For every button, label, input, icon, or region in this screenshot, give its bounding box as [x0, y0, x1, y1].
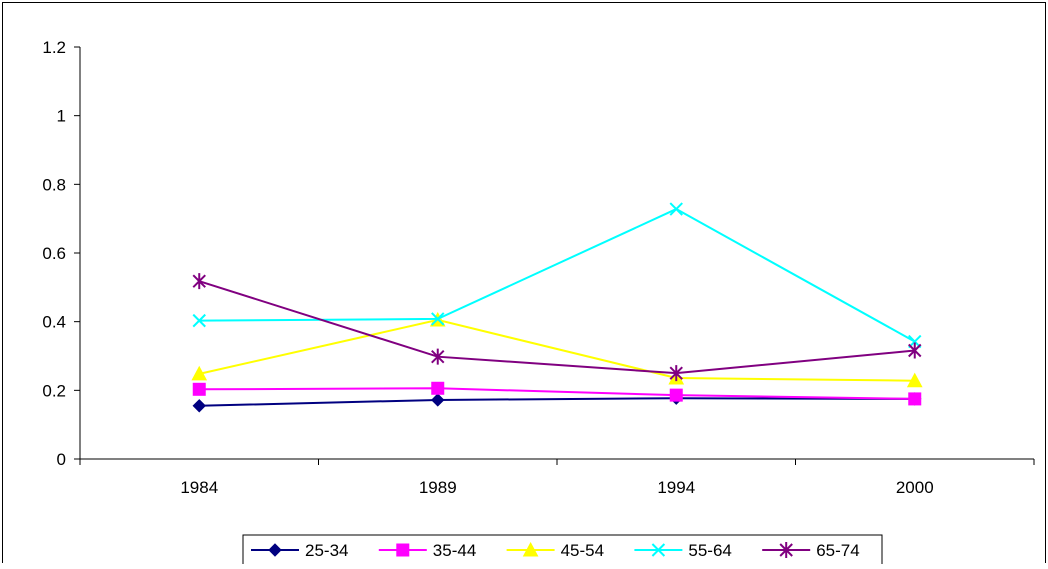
legend-label-65-74: 65-74	[816, 541, 859, 560]
data-point-65-74	[431, 348, 445, 365]
line-chart: 0 0.2 0.4 0.6 0.8 1 1.2 1984 1989 1994 2000 25-34 35…	[42, 38, 1035, 566]
legend-label-35-44: 35-44	[433, 541, 476, 560]
legend-item-35-44: 35-44	[378, 541, 476, 560]
series-65-74	[192, 273, 922, 382]
x-tick-label: 2000	[896, 478, 934, 497]
legend-marker-65-74	[779, 542, 793, 558]
data-point-65-74	[908, 342, 922, 359]
data-point-45-54	[191, 365, 208, 381]
data-point-65-74	[669, 365, 683, 382]
legend-marker-55-64	[651, 543, 666, 557]
data-point-25-34	[192, 399, 206, 413]
series-line-65-74	[198, 280, 915, 375]
series-line-45-54	[199, 318, 915, 382]
series-line-55-64	[199, 207, 916, 343]
x-tick-label: 1989	[419, 478, 457, 497]
series-55-64	[192, 202, 922, 349]
legend-marker-45-54	[522, 541, 539, 557]
data-point-35-44	[431, 381, 445, 395]
legend-marker-25-34	[268, 543, 282, 557]
legend-marker-35-44	[396, 543, 410, 557]
data-point-55-64	[669, 202, 683, 216]
series-line-25-34	[199, 397, 915, 407]
legend-item-55-64: 55-64	[634, 541, 732, 560]
legend-item-25-34: 25-34	[251, 541, 348, 560]
data-point-35-44	[908, 392, 922, 406]
y-tick-label: 1	[57, 107, 66, 126]
series-35-44	[192, 381, 922, 406]
series-line-35-44	[199, 387, 915, 400]
data-point-25-34	[431, 393, 445, 407]
y-tick-label: 1.2	[42, 38, 66, 57]
x-tick-label: 1994	[657, 478, 695, 497]
y-tick-label: 0.8	[42, 175, 66, 194]
data-point-55-64	[431, 312, 445, 326]
y-tick-label: 0.2	[42, 381, 66, 400]
y-tick-label: 0	[57, 450, 66, 469]
data-point-35-44	[192, 382, 206, 396]
legend-label-45-54: 45-54	[561, 541, 604, 560]
series-45-54	[191, 311, 923, 388]
data-point-55-64	[192, 313, 206, 328]
data-point-65-74	[192, 273, 206, 290]
data-point-45-54	[906, 372, 923, 388]
x-tick-label: 1984	[180, 478, 218, 497]
y-tick-label: 0.6	[42, 244, 66, 263]
legend-label-55-64: 55-64	[688, 541, 731, 560]
data-point-35-44	[669, 388, 683, 402]
y-tick-label: 0.4	[42, 313, 66, 332]
legend-item-45-54: 45-54	[506, 541, 604, 560]
legend-item-65-74: 65-74	[762, 541, 860, 560]
series-25-34	[192, 391, 922, 413]
legend-label-25-34: 25-34	[305, 541, 348, 560]
